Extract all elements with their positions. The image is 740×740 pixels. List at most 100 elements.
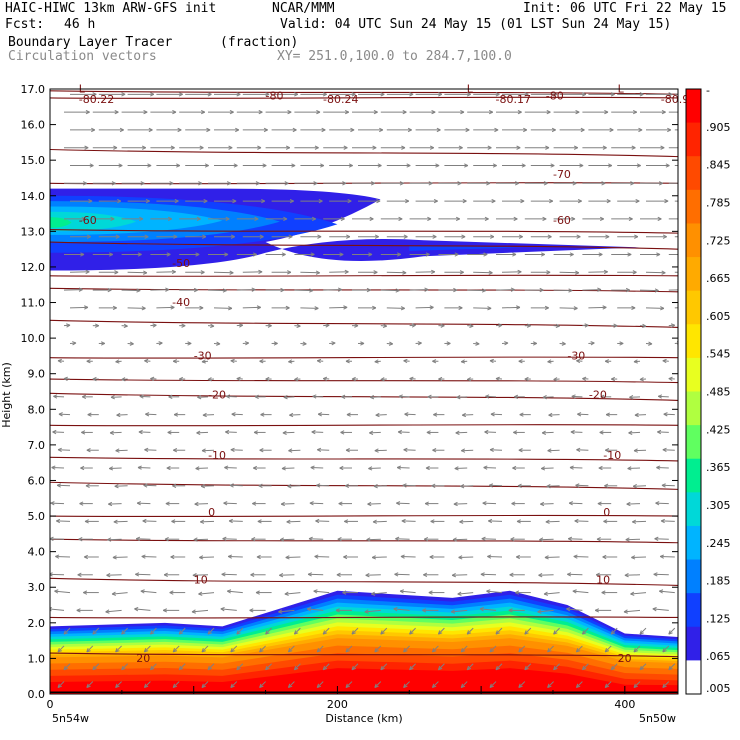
circulation-vector bbox=[582, 145, 607, 150]
circulation-vector bbox=[259, 359, 266, 364]
circulation-vector bbox=[630, 591, 647, 596]
isotherm-line bbox=[50, 274, 678, 277]
colorbar: - .905 .845 .785 .725 .665 .605 .545 .485 .425 .36… bbox=[685, 84, 731, 695]
circulation-vector bbox=[310, 465, 324, 470]
circulation-vector bbox=[92, 323, 100, 328]
circulation-vector bbox=[288, 359, 295, 364]
colorbar-label: .665 bbox=[706, 272, 731, 285]
circulation-vector bbox=[208, 252, 229, 257]
isotherm-line bbox=[50, 514, 678, 518]
circulation-vector bbox=[63, 287, 83, 292]
y-tick-label: 13.0 bbox=[21, 225, 46, 238]
circulation-vector bbox=[168, 394, 180, 399]
circulation-vector bbox=[178, 627, 186, 635]
circulation-vector bbox=[438, 109, 465, 115]
circulation-vector bbox=[485, 394, 497, 399]
isotherm-line bbox=[50, 481, 678, 490]
circulation-vector bbox=[547, 448, 560, 453]
circulation-vector bbox=[453, 501, 468, 507]
colorbar-swatch bbox=[686, 290, 701, 325]
circulation-vector bbox=[425, 465, 439, 471]
isotherm-line bbox=[50, 456, 678, 462]
circulation-vector bbox=[481, 536, 497, 541]
circulation-vector bbox=[149, 663, 157, 671]
circulation-vector bbox=[323, 252, 344, 257]
circulation-vector bbox=[141, 554, 157, 559]
circulation-vector bbox=[600, 394, 612, 399]
circulation-vector bbox=[400, 554, 416, 559]
circulation-vector bbox=[559, 341, 566, 346]
circulation-vector bbox=[78, 537, 93, 542]
circulation-vector bbox=[399, 589, 416, 594]
circulation-vector bbox=[656, 465, 669, 470]
circulation-vector bbox=[127, 92, 155, 97]
circulation-vector bbox=[374, 681, 382, 689]
circulation-vector bbox=[307, 572, 324, 577]
colorbar-label: .785 bbox=[706, 196, 731, 209]
circulation-vector bbox=[201, 681, 209, 689]
circulation-vector bbox=[460, 681, 468, 689]
circulation-vector bbox=[280, 501, 295, 507]
isotherm-line bbox=[50, 319, 678, 328]
circulation-vector bbox=[571, 394, 583, 399]
circulation-vector bbox=[459, 519, 474, 524]
circulation-vector bbox=[617, 198, 640, 204]
circulation-vector bbox=[317, 447, 330, 453]
isotherm-label: -60 bbox=[79, 214, 97, 227]
isotherm-label: 10 bbox=[596, 574, 610, 587]
circulation-vector bbox=[207, 288, 227, 293]
circulation-vector bbox=[322, 627, 330, 635]
isotherm-line bbox=[50, 229, 678, 234]
circulation-vector bbox=[316, 645, 324, 653]
circulation-vector bbox=[352, 145, 377, 150]
circulation-vector bbox=[466, 663, 474, 671]
circulation-vector bbox=[517, 483, 531, 488]
circulation-vector bbox=[317, 412, 330, 417]
circulation-vector bbox=[467, 323, 474, 329]
circulation-vector bbox=[409, 181, 433, 186]
circulation-vector bbox=[423, 572, 439, 577]
circulation-vector bbox=[631, 555, 647, 560]
circulation-vector bbox=[645, 270, 666, 275]
circulation-vector bbox=[225, 394, 237, 399]
circulation-vector bbox=[265, 252, 286, 257]
circulation-vector bbox=[415, 234, 437, 239]
circulation-vector bbox=[64, 181, 88, 186]
circulation-vector bbox=[458, 555, 474, 560]
circulation-vector bbox=[150, 181, 174, 186]
circulation-vector bbox=[604, 483, 618, 488]
circulation-vector bbox=[629, 395, 641, 400]
circulation-vector bbox=[254, 394, 266, 399]
circulation-vector bbox=[624, 573, 641, 578]
circulation-vector bbox=[460, 359, 468, 364]
circulation-vector bbox=[489, 358, 497, 364]
colorbar-label: .725 bbox=[706, 234, 731, 247]
circulation-vector bbox=[57, 447, 71, 453]
circulation-vector bbox=[538, 573, 554, 578]
colorbar-swatch bbox=[686, 626, 701, 661]
circulation-vector bbox=[495, 663, 503, 671]
circulation-vector bbox=[358, 305, 377, 311]
circulation-vector bbox=[112, 555, 128, 560]
circulation-vector bbox=[524, 181, 548, 186]
model-title: HAIC-HIWC 13km ARW-GFS init bbox=[5, 1, 217, 16]
circulation-vector bbox=[516, 519, 531, 524]
y-tick-label: 4.0 bbox=[28, 546, 46, 559]
circulation-vector bbox=[285, 555, 301, 560]
circulation-vector bbox=[172, 483, 186, 488]
colorbar-label: .065 bbox=[706, 650, 731, 663]
x-axis-title: Distance (km) bbox=[325, 712, 402, 725]
circulation-vector bbox=[366, 537, 381, 542]
circulation-vector bbox=[156, 234, 178, 239]
circulation-vector bbox=[553, 377, 560, 382]
circulation-vector bbox=[530, 234, 552, 239]
circulation-vector bbox=[375, 412, 387, 418]
circulation-vector bbox=[403, 681, 410, 689]
circulation-vector bbox=[121, 252, 142, 257]
circulation-vector bbox=[82, 394, 93, 399]
circulation-vector bbox=[121, 377, 128, 382]
circulation-vector bbox=[577, 412, 589, 417]
circulation-vector bbox=[57, 358, 65, 364]
circulation-vector bbox=[163, 572, 180, 577]
circulation-vector bbox=[575, 483, 589, 488]
